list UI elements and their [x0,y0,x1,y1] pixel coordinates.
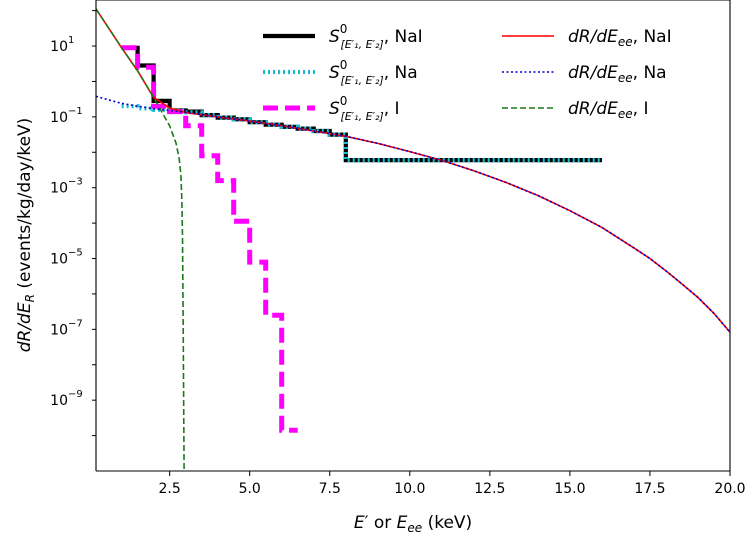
y-tick-label: 10 [50,393,68,409]
y-tick-exponent: −1 [68,106,83,117]
x-tick-label: 7.5 [319,481,341,497]
legend-entry-curve-nai: dR/dEee, NaI [502,27,672,49]
y-tick-label: 10 [50,252,68,268]
legend-label: S0 [E′₁, E′₂], NaI [329,22,423,51]
legend: S0 [E′₁, E′₂], NaI S0 [E′₁, E′₂], Na S0 [E′₁,… [263,22,672,123]
series-step-i [121,45,298,433]
legend-entry-step-nai: S0 [E′₁, E′₂], NaI [263,22,423,51]
x-tick-label: 20.0 [714,481,745,497]
legend-entry-curve-na: dR/dEee, Na [502,63,667,85]
y-axis-title: dR/dER (events/kg/day/keV) [15,118,37,353]
x-tick-label: 5.0 [239,481,261,497]
x-tick-label: 12.5 [474,481,505,497]
series-curve-i [96,8,185,471]
x-tick-label: 2.5 [159,481,181,497]
x-axis-title: E′ or Eee (keV) [354,513,472,535]
legend-label: S0 [E′₁, E′₂], Na [329,58,418,87]
x-tick-label: 15.0 [554,481,585,497]
legend-label: dR/dEee, I [568,99,648,121]
y-tick-label: 10 [50,322,68,338]
series-curve-nai [96,8,730,333]
y-tick-label: 10 [50,181,68,197]
legend-label: S0 [E′₁, E′₂], I [329,94,400,123]
legend-label: dR/dEee, Na [568,63,667,85]
legend-entry-curve-i: dR/dEee, I [502,99,648,121]
series-layer [96,8,730,471]
y-tick-exponent: −7 [68,318,83,329]
y-tick-label: 10 [50,39,68,55]
legend-entry-step-na: S0 [E′₁, E′₂], Na [263,58,418,87]
series-curve-na [96,95,730,333]
y-tick-exponent: −3 [68,177,83,188]
axes-layer [95,0,731,472]
y-tick-exponent: 1 [68,35,74,46]
legend-label: dR/dEee, NaI [568,27,672,49]
axis-titles: E′ or Eee (keV) dR/dER (events/kg/day/keV… [15,118,472,535]
legend-entry-step-i: S0 [E′₁, E′₂], I [263,94,400,123]
x-tick-label: 10.0 [394,481,425,497]
x-tick-label: 17.5 [634,481,665,497]
y-tick-label: 10 [50,110,68,126]
y-tick-exponent: −5 [68,248,83,259]
y-tick-exponent: −9 [68,389,83,400]
